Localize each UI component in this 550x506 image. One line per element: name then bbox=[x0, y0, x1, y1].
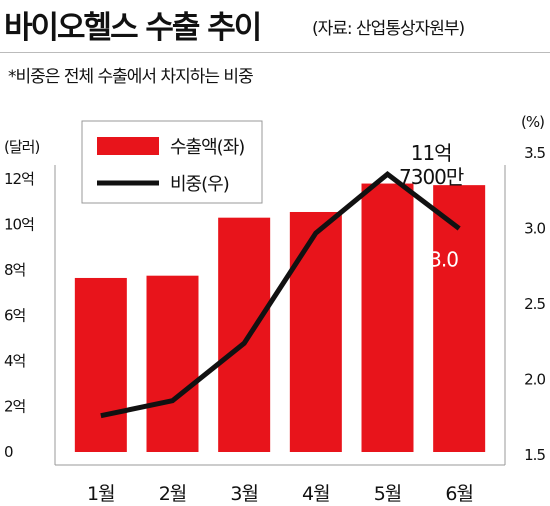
left-axis-unit: (달러) bbox=[4, 138, 39, 156]
left-tick-label: 2억 bbox=[4, 398, 25, 416]
line-value-label: 3.0 bbox=[429, 248, 458, 272]
legend-label-line: 비중(우) bbox=[170, 174, 229, 195]
bar-value-label: 7300만 bbox=[399, 165, 464, 189]
right-axis-unit: (%) bbox=[521, 113, 544, 131]
legend-box bbox=[81, 120, 263, 204]
left-tick-label: 10억 bbox=[4, 216, 34, 234]
x-tick-label: 1월 bbox=[87, 483, 115, 505]
x-tick-label: 5월 bbox=[374, 483, 402, 505]
x-tick-label: 2월 bbox=[159, 483, 187, 505]
right-tick-label: 3.0 bbox=[524, 220, 545, 238]
bar-4 bbox=[289, 211, 342, 452]
legend-label-bar: 수출액(좌) bbox=[170, 137, 244, 158]
bar-5 bbox=[361, 183, 414, 453]
bar-1 bbox=[74, 277, 127, 452]
source-note: (자료: 산업통상자원부) bbox=[312, 19, 465, 39]
right-tick-label: 2.5 bbox=[524, 295, 545, 313]
right-tick-label: 3.5 bbox=[524, 144, 545, 162]
bar-value-label: 11억 bbox=[411, 141, 452, 165]
right-tick-label: 2.0 bbox=[524, 371, 545, 389]
x-tick-label: 3월 bbox=[230, 483, 258, 505]
share-line bbox=[100, 170, 461, 419]
left-tick-label: 0 bbox=[4, 443, 13, 461]
left-tick-label: 8억 bbox=[4, 261, 25, 279]
x-tick-label: 4월 bbox=[302, 483, 330, 505]
footnote: *비중은 전체 수출에서 차지하는 비중 bbox=[8, 67, 254, 87]
left-tick-label: 12억 bbox=[4, 170, 34, 188]
x-tick-label: 6월 bbox=[445, 483, 473, 505]
bar-2 bbox=[146, 275, 199, 452]
right-tick-label: 1.5 bbox=[524, 446, 545, 464]
chart-title: 바이오헬스 수출 추이 bbox=[4, 10, 262, 46]
left-tick-label: 6억 bbox=[4, 307, 25, 325]
bar-6 bbox=[433, 185, 486, 452]
legend-swatch-bar bbox=[97, 137, 159, 155]
left-tick-label: 4억 bbox=[4, 352, 25, 370]
bar-3 bbox=[218, 217, 271, 452]
title-divider bbox=[0, 52, 550, 53]
